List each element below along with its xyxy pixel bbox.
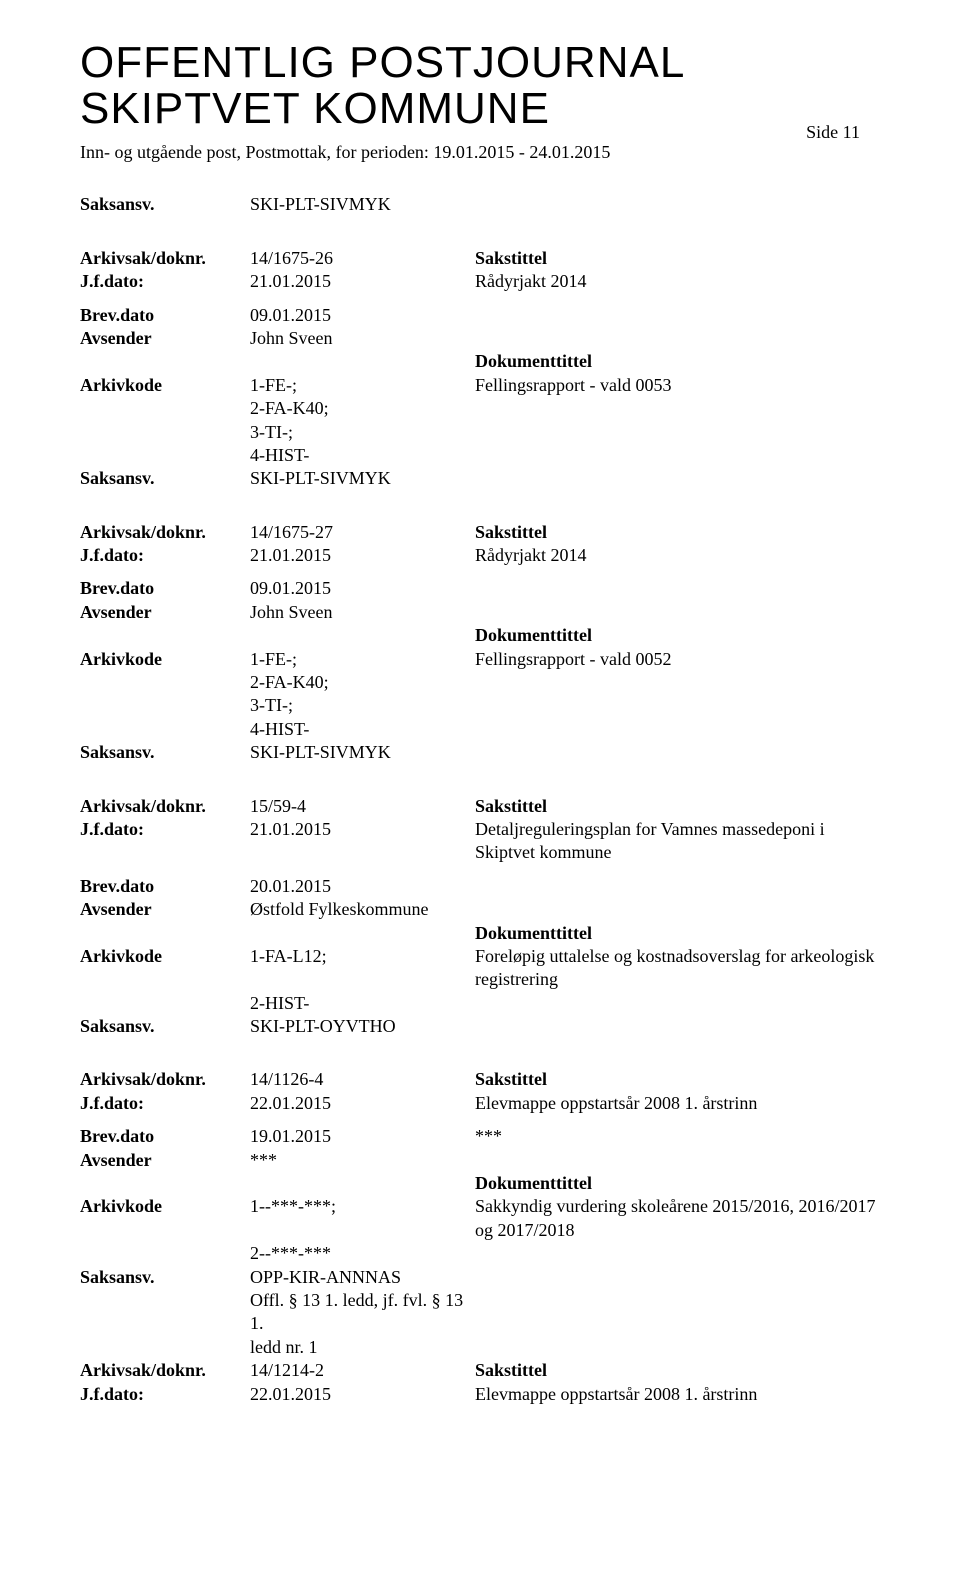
dokumenttittel-label: Dokumenttittel xyxy=(475,624,880,647)
entry: Arkivsak/doknr. 15/59-4 Sakstittel J.f.d… xyxy=(80,795,880,1039)
pre-saksansv-value: SKI-PLT-SIVMYK xyxy=(250,193,475,216)
dokumenttittel-label: Dokumenttittel xyxy=(475,1172,880,1195)
doktittel-value: Sakkyndig vurdering skoleårene 2015/2016… xyxy=(475,1195,880,1242)
jfdato-value: 21.01.2015 xyxy=(250,270,475,293)
arkivkode-value: 1--***-***; xyxy=(250,1195,475,1242)
brevdato-value: 19.01.2015 xyxy=(250,1125,475,1148)
arkivkode-label: Arkivkode xyxy=(80,1195,250,1242)
arkivsak-label: Arkivsak/doknr. xyxy=(80,1359,250,1382)
arkivkode-value: 4-HIST- xyxy=(250,444,475,467)
arkivsak-label: Arkivsak/doknr. xyxy=(80,247,250,270)
avsender-value: John Sveen xyxy=(250,601,475,624)
doktittel-value: Fellingsrapport - vald 0053 xyxy=(475,374,880,397)
entry: Arkivsak/doknr. 14/1675-27 Sakstittel J.… xyxy=(80,521,880,765)
avsender-value: Østfold Fylkeskommune xyxy=(250,898,475,921)
sakstittel-label: Sakstittel xyxy=(475,795,880,818)
jfdato-label: J.f.dato: xyxy=(80,544,250,567)
saksansv-label: Saksansv. xyxy=(80,741,250,764)
brevdato-label: Brev.dato xyxy=(80,304,250,327)
sakstittel-value: Rådyrjakt 2014 xyxy=(475,544,880,567)
brevdato-label: Brev.dato xyxy=(80,577,250,600)
avsender-value: John Sveen xyxy=(250,327,475,350)
avsender-label: Avsender xyxy=(80,1149,250,1172)
arkivkode-value: 2-FA-K40; xyxy=(250,671,475,694)
brevdato-value: 09.01.2015 xyxy=(250,577,475,600)
extra-line: ledd nr. 1 xyxy=(250,1336,475,1359)
sakstittel-label: Sakstittel xyxy=(475,521,880,544)
dokumenttittel-label: Dokumenttittel xyxy=(475,350,880,373)
arkivsak-value: 15/59-4 xyxy=(250,795,475,818)
subheader: Inn- og utgående post, Postmottak, for p… xyxy=(80,142,880,163)
jfdato-label: J.f.dato: xyxy=(80,270,250,293)
doktittel-value: Fellingsrapport - vald 0052 xyxy=(475,648,880,671)
arkivkode-value: 3-TI-; xyxy=(250,694,475,717)
arkivsak-value: 14/1675-26 xyxy=(250,247,475,270)
arkivkode-label: Arkivkode xyxy=(80,945,250,992)
brevdato-label: Brev.dato xyxy=(80,1125,250,1148)
main-title-line1: OFFENTLIG POSTJOURNAL xyxy=(80,40,880,86)
sakstittel-label: Sakstittel xyxy=(475,1359,880,1382)
arkivkode-value: 3-TI-; xyxy=(250,421,475,444)
saksansv-label: Saksansv. xyxy=(80,467,250,490)
entry: Arkivsak/doknr. 14/1675-26 Sakstittel J.… xyxy=(80,247,880,491)
saksansv-label: Saksansv. xyxy=(80,193,250,216)
saksansv-value: SKI-PLT-SIVMYK xyxy=(250,741,475,764)
arkivsak-label: Arkivsak/doknr. xyxy=(80,521,250,544)
avsender-label: Avsender xyxy=(80,898,250,921)
sakstittel-label: Sakstittel xyxy=(475,1068,880,1091)
entry: Saksansv. SKI-PLT-SIVMYK xyxy=(80,193,880,216)
brevdato-value: 20.01.2015 xyxy=(250,875,475,898)
arkivsak-value: 14/1675-27 xyxy=(250,521,475,544)
jfdato-value: 22.01.2015 xyxy=(250,1383,475,1406)
arkivkode-value: 1-FE-; xyxy=(250,374,475,397)
arkivkode-label: Arkivkode xyxy=(80,648,250,671)
jfdato-label: J.f.dato: xyxy=(80,1092,250,1115)
main-title-line2: SKIPTVET KOMMUNE xyxy=(80,86,880,132)
arkivkode-value: 1-FA-L12; xyxy=(250,945,475,992)
page-number: Side 11 xyxy=(806,122,860,143)
arkivkode-value: 2--***-*** xyxy=(250,1242,475,1265)
brevdato-value: 09.01.2015 xyxy=(250,304,475,327)
jfdato-value: 22.01.2015 xyxy=(250,1092,475,1115)
avsender-label: Avsender xyxy=(80,601,250,624)
brevdato-extra: *** xyxy=(475,1125,880,1148)
dokumenttittel-label: Dokumenttittel xyxy=(475,922,880,945)
saksansv-label: Saksansv. xyxy=(80,1015,250,1038)
arkivkode-value: 2-FA-K40; xyxy=(250,397,475,420)
arkivsak-value: 14/1126-4 xyxy=(250,1068,475,1091)
jfdato-value: 21.01.2015 xyxy=(250,544,475,567)
sakstittel-value: Rådyrjakt 2014 xyxy=(475,270,880,293)
arkivsak-label: Arkivsak/doknr. xyxy=(80,1068,250,1091)
sakstittel-value: Detaljreguleringsplan for Vamnes massede… xyxy=(475,818,880,865)
extra-line: Offl. § 13 1. ledd, jf. fvl. § 13 1. xyxy=(250,1289,475,1336)
arkivkode-label: Arkivkode xyxy=(80,374,250,397)
page: OFFENTLIG POSTJOURNAL SKIPTVET KOMMUNE S… xyxy=(0,0,960,1587)
arkivkode-value: 1-FE-; xyxy=(250,648,475,671)
brevdato-label: Brev.dato xyxy=(80,875,250,898)
arkivkode-value: 2-HIST- xyxy=(250,992,475,1015)
arkivsak-label: Arkivsak/doknr. xyxy=(80,795,250,818)
sakstittel-value: Elevmappe oppstartsår 2008 1. årstrinn xyxy=(475,1383,880,1406)
jfdato-label: J.f.dato: xyxy=(80,1383,250,1406)
jfdato-value: 21.01.2015 xyxy=(250,818,475,865)
saksansv-value: OPP-KIR-ANNNAS xyxy=(250,1266,475,1289)
avsender-value: *** xyxy=(250,1149,475,1172)
jfdato-label: J.f.dato: xyxy=(80,818,250,865)
arkivsak-value: 14/1214-2 xyxy=(250,1359,475,1382)
saksansv-value: SKI-PLT-SIVMYK xyxy=(250,467,475,490)
doktittel-value: Foreløpig uttalelse og kostnadsoverslag … xyxy=(475,945,880,992)
sakstittel-value: Elevmappe oppstartsår 2008 1. årstrinn xyxy=(475,1092,880,1115)
entry: Arkivsak/doknr. 14/1126-4 Sakstittel J.f… xyxy=(80,1068,880,1405)
saksansv-value: SKI-PLT-OYVTHO xyxy=(250,1015,475,1038)
avsender-label: Avsender xyxy=(80,327,250,350)
sakstittel-label: Sakstittel xyxy=(475,247,880,270)
arkivkode-value: 4-HIST- xyxy=(250,718,475,741)
saksansv-label: Saksansv. xyxy=(80,1266,250,1289)
